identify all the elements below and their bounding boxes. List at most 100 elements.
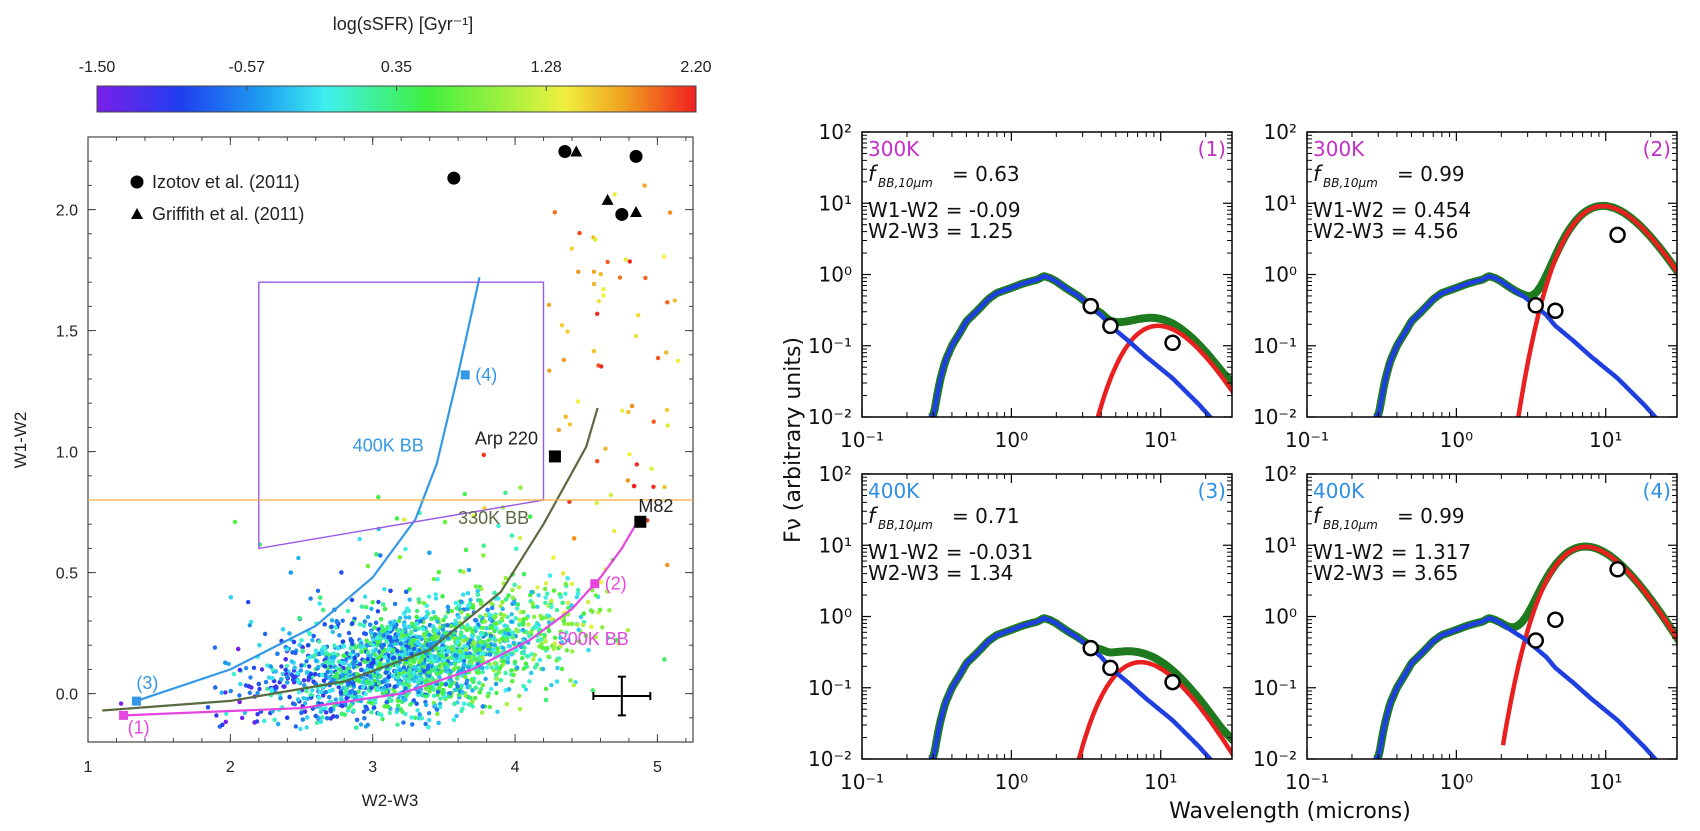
galaxy-point <box>324 710 329 715</box>
galaxy-point <box>512 582 517 587</box>
galaxy-point <box>442 519 448 525</box>
galaxy-point <box>538 613 543 619</box>
galaxy-point <box>406 624 411 629</box>
galaxy-point <box>419 657 424 662</box>
x-tick-label: 2 <box>226 759 235 776</box>
galaxy-point <box>349 597 355 603</box>
galaxy-point <box>347 669 352 674</box>
galaxy-point <box>537 657 543 663</box>
galaxy-point <box>476 643 481 648</box>
galaxy-point <box>327 695 332 700</box>
galaxy-point <box>321 678 327 683</box>
panel-id: (4) <box>1643 479 1671 503</box>
galaxy-point <box>434 671 440 676</box>
galaxy-point <box>493 651 499 656</box>
galaxy-point <box>567 422 573 427</box>
galaxy-point <box>484 626 489 631</box>
galaxy-point <box>395 674 401 680</box>
galaxy-point <box>478 601 484 606</box>
galaxy-point <box>368 622 373 627</box>
galaxy-point <box>418 619 424 624</box>
galaxy-point <box>317 689 322 694</box>
model-point-label: (4) <box>475 365 497 385</box>
galaxy-point <box>475 592 480 597</box>
galaxy-point <box>383 670 389 675</box>
galaxy-point <box>545 591 550 596</box>
galaxy-point <box>471 679 476 684</box>
galaxy-point <box>393 624 398 630</box>
galaxy-point <box>461 662 467 667</box>
galaxy-point <box>376 686 381 692</box>
galaxy-point <box>509 619 514 624</box>
galaxy-point <box>414 608 420 614</box>
model-track-2 <box>123 516 642 717</box>
galaxy-point <box>342 653 347 658</box>
galaxy-point <box>318 706 324 711</box>
y-tick-label: 10⁻¹ <box>1253 676 1297 700</box>
galaxy-point <box>433 592 438 597</box>
galaxy-point <box>265 663 270 668</box>
galaxy-point <box>527 633 532 639</box>
galaxy-point <box>633 333 639 339</box>
galaxy-point <box>409 658 414 663</box>
galaxy-point <box>256 681 261 687</box>
galaxy-point <box>593 593 599 598</box>
galaxy-point <box>322 622 327 627</box>
galaxy-point <box>409 630 414 635</box>
galaxy-point <box>511 672 516 678</box>
galaxy-point <box>535 604 540 609</box>
galaxy-point <box>480 625 485 630</box>
galaxy-point <box>445 604 451 610</box>
galaxy-point <box>378 674 383 679</box>
galaxy-point <box>423 702 429 708</box>
galaxy-point <box>569 581 575 587</box>
galaxy-point <box>431 576 436 582</box>
galaxy-point <box>662 484 667 490</box>
galaxy-point <box>340 639 346 644</box>
galaxy-point <box>563 591 568 596</box>
galaxy-point <box>461 658 467 663</box>
galaxy-point <box>391 635 397 641</box>
galaxy-point <box>589 624 594 630</box>
galaxy-point <box>318 709 324 715</box>
galaxy-point <box>425 657 431 663</box>
galaxy-point <box>369 710 374 715</box>
galaxy-point <box>314 720 320 725</box>
galaxy-point <box>576 627 581 632</box>
galaxy-point <box>415 708 420 713</box>
galaxy-point <box>578 614 584 620</box>
galaxy-point <box>384 689 389 694</box>
galaxy-point <box>477 614 483 619</box>
galaxy-point <box>495 596 501 601</box>
galaxy-point <box>330 629 335 635</box>
galaxy-point <box>272 717 277 722</box>
galaxy-point <box>440 681 445 687</box>
galaxy-point <box>365 657 370 662</box>
galaxy-point <box>439 650 445 655</box>
galaxy-point <box>510 587 515 593</box>
galaxy-point <box>338 667 343 672</box>
sed-curves <box>1371 201 1677 417</box>
galaxy-point <box>390 673 395 679</box>
galaxy-point <box>397 555 402 560</box>
galaxy-point <box>447 691 453 696</box>
galaxy-point <box>352 691 358 696</box>
galaxy-point <box>285 715 290 720</box>
model-point-marker <box>131 696 141 706</box>
galaxy-point <box>561 357 566 363</box>
galaxy-point <box>502 613 507 618</box>
galaxy-point <box>257 643 262 648</box>
galaxy-point <box>219 690 224 695</box>
galaxy-point <box>251 665 257 670</box>
galaxy-point <box>527 679 532 684</box>
colorbar-tick-label: 1.28 <box>531 59 562 76</box>
galaxy-point <box>540 666 546 672</box>
galaxy-point <box>428 642 433 647</box>
galaxy-point <box>424 603 429 608</box>
galaxy-point <box>327 661 332 666</box>
galaxy-point <box>470 688 475 693</box>
galaxy-point <box>607 608 612 613</box>
galaxy-point <box>398 641 403 646</box>
blackbody-curve <box>1516 203 1677 417</box>
